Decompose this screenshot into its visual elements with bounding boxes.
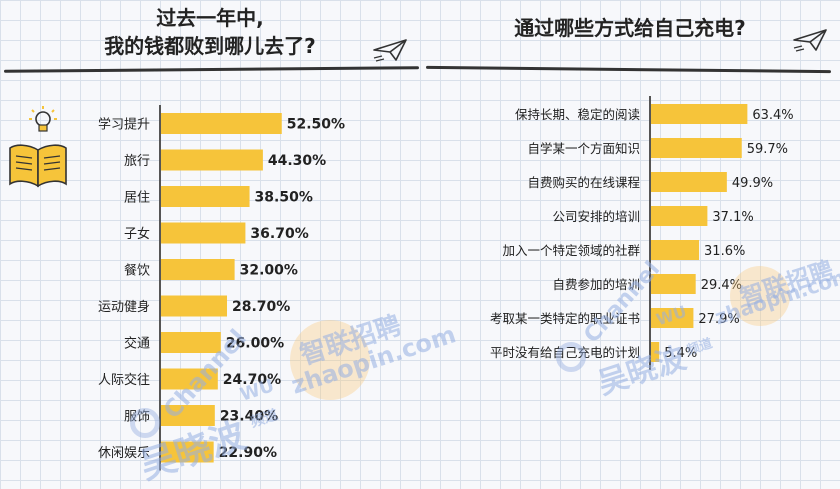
bar (161, 332, 221, 353)
bar (161, 222, 246, 244)
bar (161, 368, 218, 390)
value-label: 44.30% (268, 153, 326, 169)
category-label: 交通 (124, 336, 150, 352)
left-chart-panel: 过去一年中, 我的钱都败到哪儿去了? 学习提升 52.50% 旅行 44.30% 居住 3… (0, 0, 420, 480)
category-label: 自费购买的在线课程 (527, 175, 640, 190)
value-label: 63.4% (752, 108, 793, 123)
category-label: 人际交往 (98, 372, 150, 388)
value-label: 23.40% (220, 409, 278, 425)
value-label: 36.70% (250, 226, 308, 242)
bar (651, 274, 696, 294)
value-label: 59.7% (747, 142, 788, 157)
left-bar-chart: 学习提升 52.50% 旅行 44.30% 居住 38.50% 子女 36.70% 餐饮 32.0… (98, 105, 345, 471)
category-label: 自学某一个方面知识 (527, 141, 640, 156)
category-label: 考取某一类特定的职业证书 (490, 311, 640, 326)
value-label: 38.50% (255, 190, 313, 206)
left-chart-title-line2: 我的钱都败到哪儿去了? (104, 34, 316, 58)
paper-plane-icon (793, 29, 827, 52)
value-label: 5.4% (664, 346, 697, 361)
bar (161, 259, 235, 280)
bar (651, 172, 727, 192)
category-label: 平时没有给自己充电的计划 (490, 345, 640, 360)
value-label: 27.9% (698, 312, 739, 327)
category-label: 服饰 (124, 410, 150, 425)
category-label: 餐饮 (124, 263, 150, 279)
category-label: 休闲娱乐 (98, 446, 150, 461)
bar (651, 104, 748, 124)
value-label: 52.50% (287, 117, 345, 133)
value-label: 24.70% (223, 372, 281, 388)
category-label: 公司安排的培训 (552, 209, 640, 224)
value-label: 31.6% (704, 244, 745, 259)
category-label: 旅行 (124, 154, 150, 169)
category-label: 加入一个特定领域的社群 (502, 243, 640, 258)
bar (651, 240, 700, 260)
category-label: 子女 (124, 226, 150, 242)
paper-plane-icon (373, 39, 407, 62)
value-label: 32.00% (240, 263, 298, 279)
bar (651, 342, 660, 362)
right-bar-chart: 保持长期、稳定的阅读 63.4% 自学某一个方面知识 59.7% 自费购买的在线课程 49… (490, 96, 794, 370)
bar (161, 405, 215, 426)
bar (651, 308, 694, 328)
lightbulb-icon (29, 106, 57, 132)
bar (651, 138, 742, 158)
category-label: 自费参加的培训 (552, 277, 640, 292)
value-label: 28.70% (232, 299, 290, 315)
bar (161, 441, 214, 463)
bar (161, 113, 282, 134)
category-label: 运动健身 (98, 299, 150, 315)
category-label: 保持长期、稳定的阅读 (515, 107, 640, 122)
bar (161, 295, 228, 317)
left-chart-title-line1: 过去一年中, (156, 6, 264, 30)
right-chart-panel: 通过哪些方式给自己充电? 保持长期、稳定的阅读 63.4% 自学某一个方面知识 59.… (420, 0, 840, 480)
bar (161, 186, 250, 207)
value-label: 26.00% (226, 336, 284, 352)
value-label: 22.90% (219, 445, 277, 461)
value-label: 49.9% (732, 176, 773, 191)
value-label: 37.1% (712, 210, 753, 225)
open-book-icon (9, 144, 67, 188)
bar (161, 149, 263, 171)
category-label: 居住 (124, 191, 150, 206)
right-chart-title: 通过哪些方式给自己充电? (514, 16, 746, 40)
category-label: 学习提升 (98, 117, 150, 133)
value-label: 29.4% (701, 278, 742, 293)
bar (651, 206, 708, 226)
